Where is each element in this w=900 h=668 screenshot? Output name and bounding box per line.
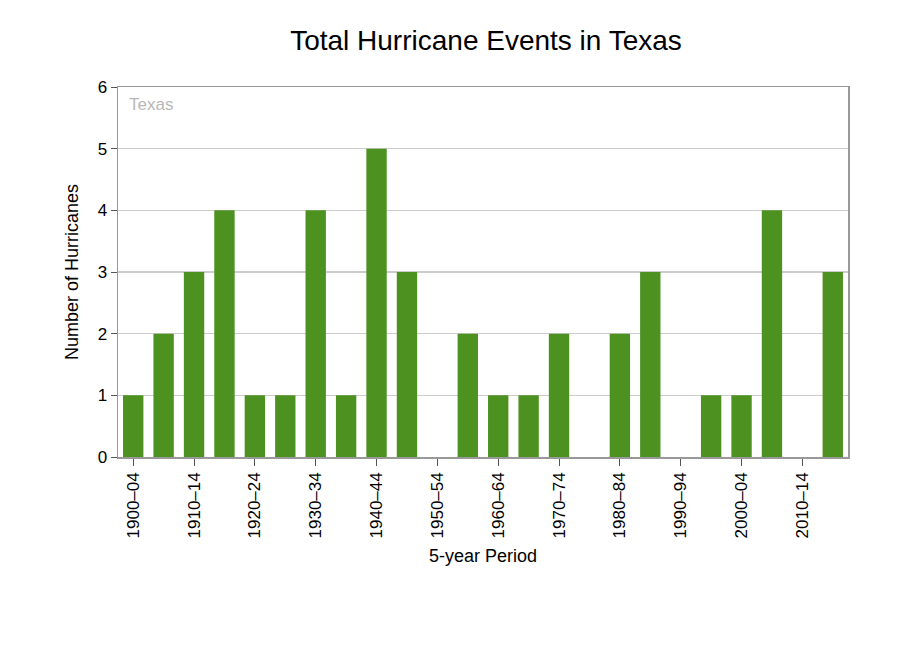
svg-text:1970–74: 1970–74 <box>550 472 569 538</box>
svg-text:1900–04: 1900–04 <box>124 472 143 538</box>
svg-text:3: 3 <box>98 263 107 282</box>
svg-text:1: 1 <box>98 386 107 405</box>
svg-text:Number of Hurricanes: Number of Hurricanes <box>62 184 82 360</box>
svg-text:1960–64: 1960–64 <box>489 472 508 538</box>
svg-text:2000–04: 2000–04 <box>732 472 751 538</box>
svg-text:1920–24: 1920–24 <box>245 472 264 538</box>
svg-text:5: 5 <box>98 140 107 159</box>
svg-text:0: 0 <box>98 448 107 467</box>
svg-text:1930–34: 1930–34 <box>306 472 325 538</box>
svg-text:1910–14: 1910–14 <box>185 472 204 538</box>
svg-text:Texas: Texas <box>129 95 173 114</box>
svg-text:1990–94: 1990–94 <box>671 472 690 538</box>
svg-text:Total Hurricane Events in Texa: Total Hurricane Events in Texas <box>290 25 682 56</box>
svg-text:2010–14: 2010–14 <box>793 472 812 538</box>
svg-text:2: 2 <box>98 325 107 344</box>
svg-text:1950–54: 1950–54 <box>428 472 447 538</box>
svg-text:5-year Period: 5-year Period <box>429 546 537 566</box>
svg-text:4: 4 <box>98 201 107 220</box>
svg-text:6: 6 <box>98 78 107 97</box>
svg-text:1940–44: 1940–44 <box>367 472 386 538</box>
svg-text:1980–84: 1980–84 <box>610 472 629 538</box>
